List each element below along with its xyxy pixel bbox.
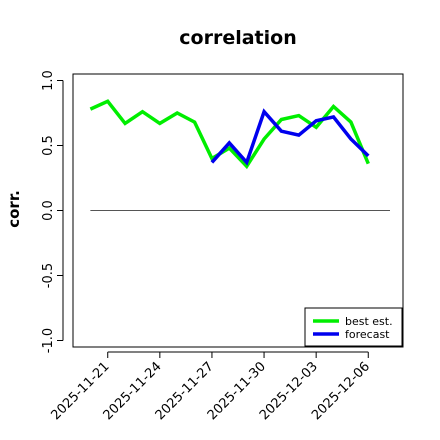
y-tick-label: 1.0	[41, 70, 56, 91]
series-line-forecast	[210, 108, 370, 166]
y-tick-label: 0.5	[41, 135, 56, 156]
chart-title: correlation	[179, 27, 296, 49]
y-tick-label: 0.0	[41, 200, 56, 221]
legend-label: best est.	[345, 315, 393, 328]
y-axis: -1.0 -0.5 0.0 0.5 1.0	[41, 70, 64, 353]
series-line-best-est	[89, 99, 370, 170]
series-layer	[89, 99, 390, 211]
legend-label: forecast	[345, 328, 390, 341]
y-tick-label: -1.0	[41, 328, 56, 353]
plot-area	[72, 73, 404, 348]
y-axis-label: corr.	[5, 190, 23, 228]
legend-box	[304, 307, 403, 347]
legend: best est.forecast	[304, 307, 403, 347]
y-tick-label: -0.5	[41, 263, 56, 288]
x-axis: 2025-11-212025-11-242025-11-272025-11-30…	[49, 351, 373, 423]
